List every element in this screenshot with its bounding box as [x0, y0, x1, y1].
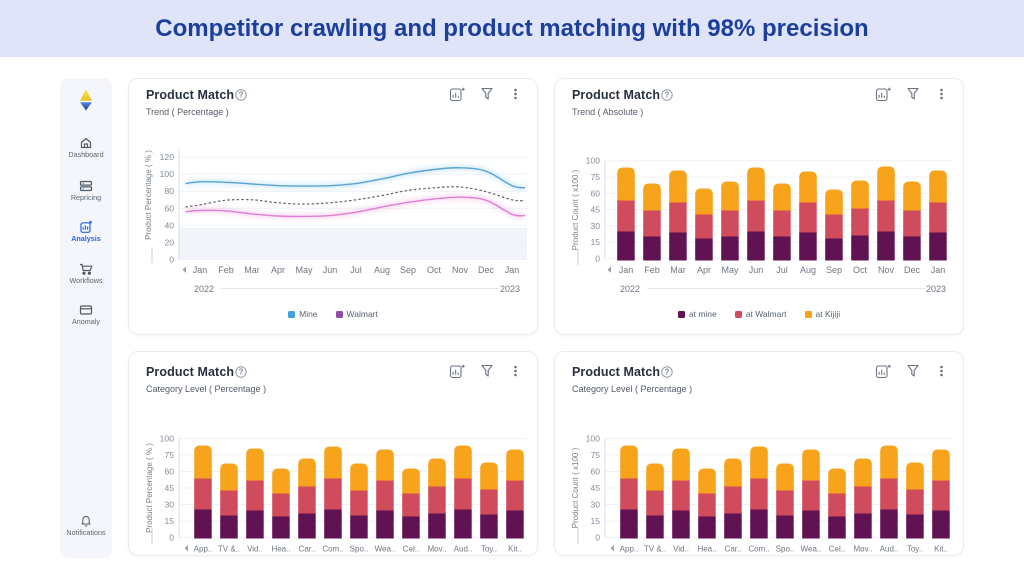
svg-text:?: ? — [239, 368, 244, 377]
svg-text:Feb: Feb — [218, 265, 234, 275]
svg-text:Sep: Sep — [826, 265, 842, 275]
svg-text:Sep: Sep — [400, 265, 416, 275]
svg-text:0: 0 — [595, 254, 600, 264]
svg-text:Kit..: Kit.. — [508, 545, 522, 554]
svg-text:2023: 2023 — [500, 284, 520, 294]
svg-text:Workflows: Workflows — [69, 276, 102, 285]
svg-text:45: 45 — [590, 205, 600, 215]
svg-text:Wea..: Wea.. — [375, 545, 396, 554]
svg-text:75: 75 — [590, 450, 600, 460]
svg-text:App..: App.. — [194, 545, 213, 554]
svg-text:Apr: Apr — [697, 265, 711, 275]
svg-text:0: 0 — [169, 533, 174, 543]
svg-text:120: 120 — [160, 152, 175, 162]
svg-text:Nov: Nov — [878, 265, 895, 275]
svg-text:Oct: Oct — [853, 265, 868, 275]
svg-text:30: 30 — [590, 221, 600, 231]
svg-text:Dec: Dec — [478, 265, 495, 275]
svg-text:45: 45 — [590, 483, 600, 493]
svg-text:100: 100 — [586, 156, 601, 166]
svg-text:Dashboard: Dashboard — [68, 150, 103, 159]
svg-text:Com..: Com.. — [322, 545, 343, 554]
svg-text:Com..: Com.. — [748, 545, 769, 554]
svg-text:Vid..: Vid.. — [247, 545, 263, 554]
svg-text:Jul: Jul — [350, 265, 362, 275]
svg-text:?: ? — [665, 368, 670, 377]
svg-text:Aud..: Aud.. — [880, 545, 899, 554]
svg-text:Jan: Jan — [193, 265, 208, 275]
svg-text:?: ? — [665, 91, 670, 100]
svg-text:Product Percentage ( % ): Product Percentage ( % ) — [144, 150, 153, 240]
svg-text:App..: App.. — [620, 545, 639, 554]
svg-text:15: 15 — [590, 237, 600, 247]
svg-text:Jul: Jul — [776, 265, 788, 275]
svg-text:Feb: Feb — [644, 265, 660, 275]
svg-text:60: 60 — [590, 467, 600, 477]
svg-text:Jan: Jan — [619, 265, 634, 275]
svg-text:Toy..: Toy.. — [481, 545, 497, 554]
svg-text:Spo..: Spo.. — [776, 545, 795, 554]
svg-text:2022: 2022 — [620, 284, 640, 294]
svg-text:40: 40 — [164, 220, 174, 230]
svg-text:100: 100 — [160, 169, 175, 179]
svg-text:Product Count ( x100 ): Product Count ( x100 ) — [571, 447, 580, 528]
svg-text:60: 60 — [164, 203, 174, 213]
svg-text:May: May — [721, 265, 739, 275]
svg-text:Spo..: Spo.. — [350, 545, 369, 554]
svg-text:Dec: Dec — [904, 265, 921, 275]
svg-text:0: 0 — [595, 533, 600, 543]
svg-text:Mar: Mar — [670, 265, 686, 275]
svg-text:Jun: Jun — [749, 265, 764, 275]
svg-text:30: 30 — [590, 500, 600, 510]
svg-text:?: ? — [239, 91, 244, 100]
svg-text:2022: 2022 — [194, 284, 214, 294]
svg-text:Cel..: Cel.. — [829, 545, 845, 554]
svg-text:Product Percentage ( % ): Product Percentage ( % ) — [145, 443, 154, 533]
svg-text:Oct: Oct — [427, 265, 442, 275]
svg-text:2023: 2023 — [926, 284, 946, 294]
svg-text:Mov..: Mov.. — [854, 545, 873, 554]
svg-text:15: 15 — [164, 516, 174, 526]
svg-text:Wea..: Wea.. — [801, 545, 822, 554]
svg-text:20: 20 — [164, 237, 174, 247]
svg-text:75: 75 — [164, 450, 174, 460]
svg-text:Repricing: Repricing — [71, 193, 101, 202]
svg-text:Cel..: Cel.. — [403, 545, 419, 554]
svg-text:45: 45 — [164, 483, 174, 493]
svg-text:80: 80 — [164, 186, 174, 196]
svg-text:100: 100 — [160, 434, 175, 444]
svg-text:Jan: Jan — [931, 265, 946, 275]
svg-text:Car..: Car.. — [299, 545, 316, 554]
svg-text:May: May — [295, 265, 313, 275]
svg-text:60: 60 — [164, 467, 174, 477]
svg-text:Toy..: Toy.. — [907, 545, 923, 554]
svg-text:Jan: Jan — [505, 265, 520, 275]
svg-text:100: 100 — [586, 434, 601, 444]
svg-text:Product Count ( x100 ): Product Count ( x100 ) — [571, 169, 580, 250]
svg-text:Mar: Mar — [244, 265, 260, 275]
svg-text:Car..: Car.. — [725, 545, 742, 554]
svg-text:75: 75 — [590, 172, 600, 182]
svg-text:Aud..: Aud.. — [454, 545, 473, 554]
svg-text:Jun: Jun — [323, 265, 338, 275]
svg-text:Hea..: Hea.. — [271, 545, 290, 554]
svg-text:Analysis: Analysis — [71, 234, 101, 243]
svg-text:15: 15 — [590, 516, 600, 526]
svg-text:0: 0 — [169, 255, 174, 265]
svg-text:Apr: Apr — [271, 265, 285, 275]
svg-text:Aug: Aug — [374, 265, 390, 275]
svg-text:Nov: Nov — [452, 265, 469, 275]
svg-text:Aug: Aug — [800, 265, 816, 275]
svg-text:Vid..: Vid.. — [673, 545, 689, 554]
svg-text:Notifications: Notifications — [66, 528, 106, 537]
svg-text:TV &..: TV &.. — [644, 545, 666, 554]
svg-text:Mov..: Mov.. — [428, 545, 447, 554]
svg-text:30: 30 — [164, 500, 174, 510]
svg-text:Kit..: Kit.. — [934, 545, 948, 554]
svg-text:Anomaly: Anomaly — [72, 317, 100, 326]
svg-text:60: 60 — [590, 188, 600, 198]
svg-text:Hea..: Hea.. — [697, 545, 716, 554]
svg-text:TV &..: TV &.. — [218, 545, 240, 554]
